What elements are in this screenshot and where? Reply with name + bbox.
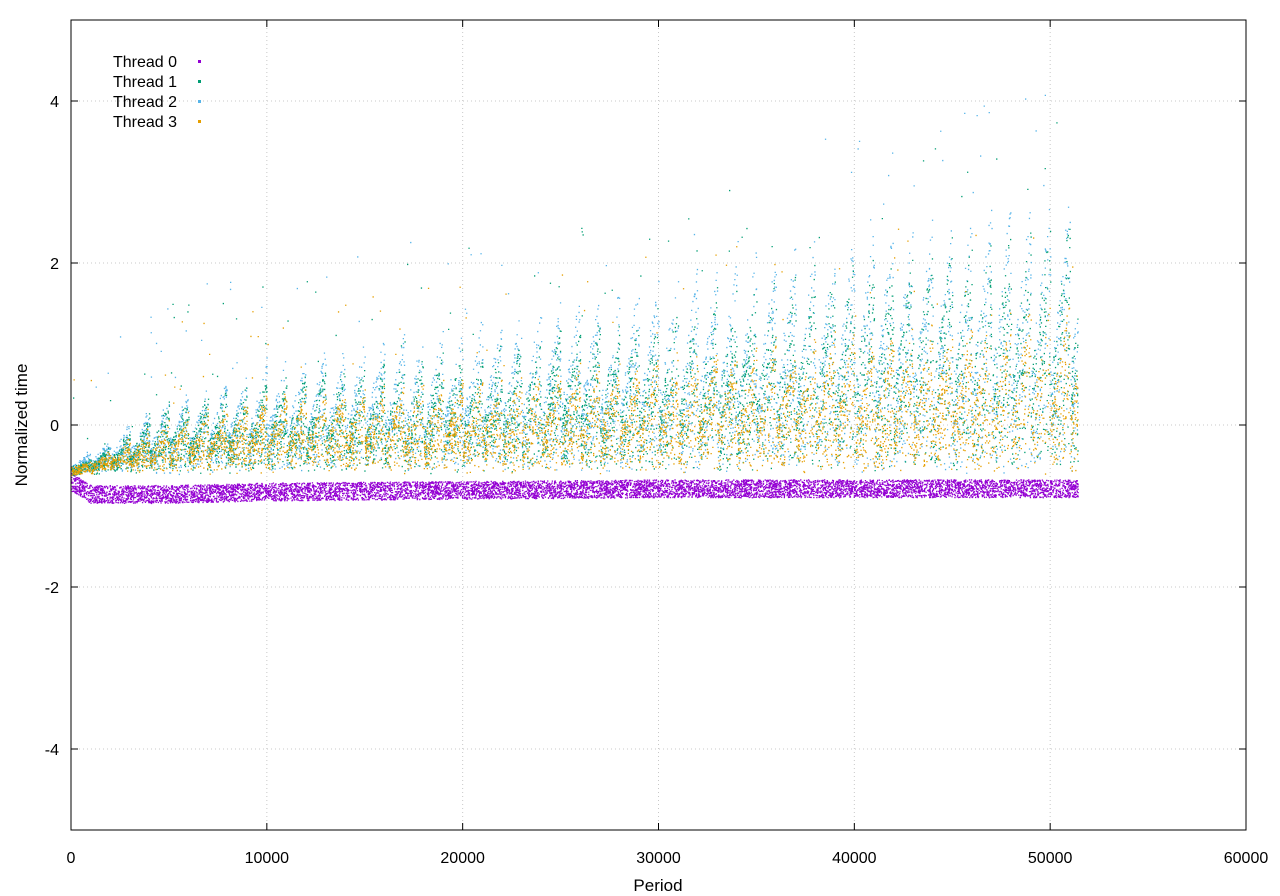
axis-ticks: 0 10000 20000 30000 40000 50000 60000 -4 -2 0 2 4	[45, 20, 1269, 867]
x-tick-label: 30000	[636, 850, 681, 867]
series-point-cloud	[71, 228, 1079, 476]
x-tick-label: 50000	[1028, 850, 1073, 867]
y-axis-title: Normalized time	[12, 364, 31, 487]
series-3	[71, 228, 1079, 476]
x-tick-label: 10000	[245, 850, 290, 867]
x-tick-label: 20000	[440, 850, 485, 867]
legend-marker	[198, 100, 201, 103]
legend: Thread 0 Thread 1 Thread 2 Thread 3	[113, 54, 201, 131]
series-0	[71, 473, 1079, 505]
y-tick-label: 2	[50, 256, 59, 273]
y-tick-label: -4	[45, 742, 59, 759]
y-tick-label: -2	[45, 580, 59, 597]
x-axis-title: Period	[633, 876, 682, 895]
series-2	[71, 94, 1079, 476]
y-tick-label: 4	[50, 94, 59, 111]
x-tick-label: 0	[67, 850, 76, 867]
data-points	[71, 94, 1079, 505]
x-tick-label: 40000	[832, 850, 877, 867]
y-tick-label: 0	[50, 418, 59, 435]
legend-entry: Thread 0	[113, 54, 177, 71]
legend-entry: Thread 2	[113, 94, 177, 111]
legend-marker	[198, 80, 201, 83]
legend-marker	[198, 60, 201, 63]
legend-marker	[198, 120, 201, 123]
legend-entry: Thread 3	[113, 114, 177, 131]
x-tick-label: 60000	[1224, 850, 1269, 867]
legend-entry: Thread 1	[113, 74, 177, 91]
series-point-cloud	[71, 94, 1079, 476]
series-point-cloud	[71, 473, 1079, 505]
